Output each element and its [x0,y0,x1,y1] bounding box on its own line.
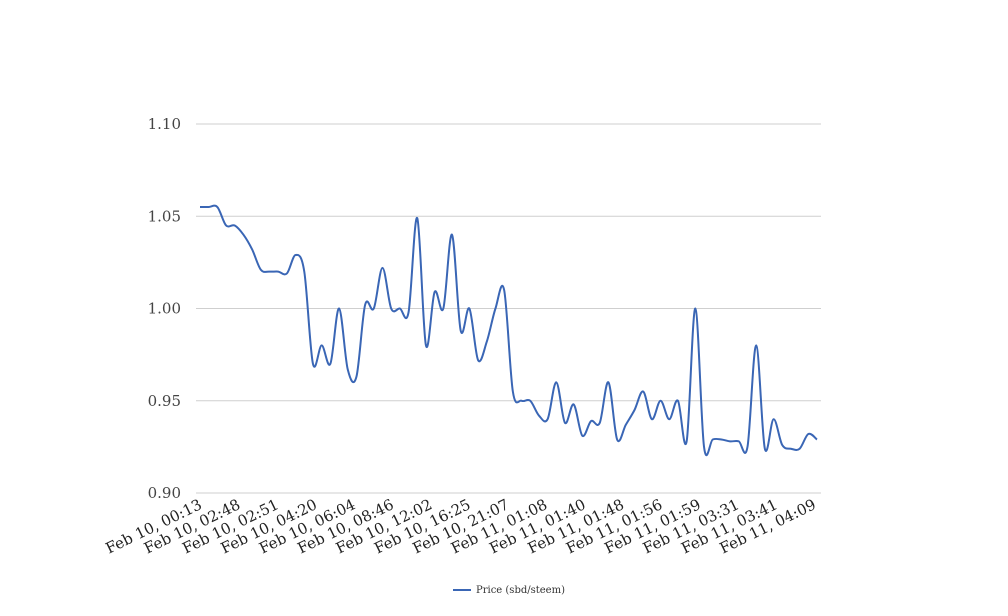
y-tick-label: 1.05 [148,207,181,225]
legend: Price (sbd/steem) [453,585,565,596]
y-tick-label: 0.90 [148,484,181,502]
gridlines [196,123,821,494]
legend-label: Price (sbd/steem) [476,585,565,596]
y-axis-ticks: 0.90 0.95 1.00 1.05 1.10 [148,115,181,502]
y-tick-label: 0.95 [148,392,181,410]
series-line [200,204,818,457]
series-lines [200,204,818,457]
y-tick-label: 1.10 [148,115,181,133]
y-tick-label: 1.00 [148,300,181,318]
